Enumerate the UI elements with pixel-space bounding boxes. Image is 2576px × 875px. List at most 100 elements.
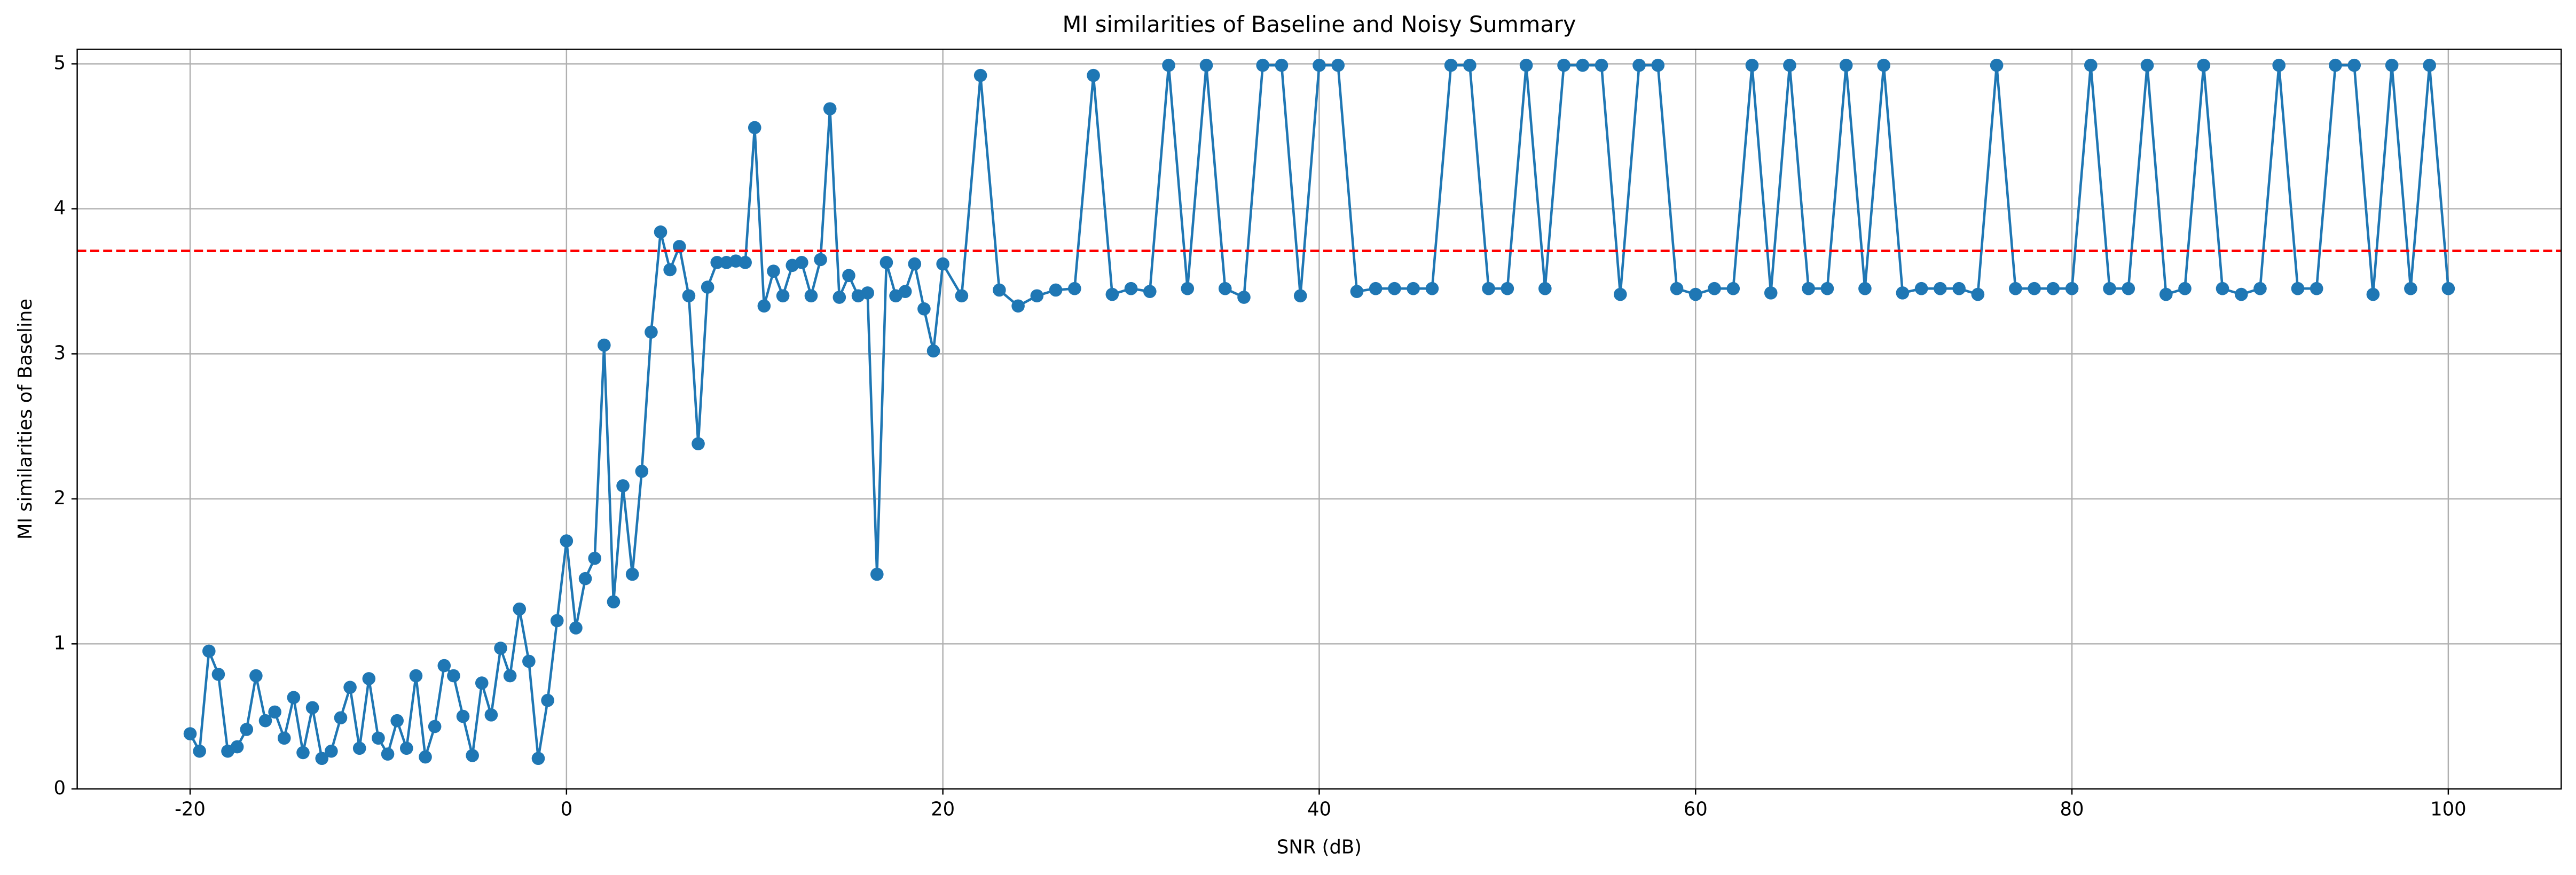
data-point [2065, 282, 2079, 295]
data-point [1256, 58, 1270, 72]
data-point [1745, 58, 1759, 72]
data-point [2347, 58, 2361, 72]
data-point [663, 263, 677, 277]
data-point [1463, 58, 1477, 72]
data-point [748, 121, 761, 135]
data-point [230, 740, 244, 754]
data-point [315, 752, 329, 765]
data-point [870, 567, 884, 581]
data-point [2009, 282, 2022, 295]
data-point [2028, 282, 2041, 295]
data-point [588, 551, 602, 565]
x-tick-label: 0 [561, 799, 573, 821]
data-point [993, 283, 1006, 297]
data-point [372, 731, 385, 745]
data-point [193, 744, 206, 758]
data-point [240, 723, 254, 736]
data-point [1162, 58, 1175, 72]
data-point [202, 644, 216, 658]
data-point [522, 654, 536, 668]
data-point [776, 289, 790, 303]
data-point [494, 642, 507, 655]
data-point [484, 708, 498, 722]
data-point [767, 264, 780, 278]
x-tick-label: 100 [2430, 799, 2467, 821]
data-point [334, 711, 348, 725]
data-point [2159, 287, 2173, 301]
data-point [861, 286, 874, 300]
data-point [1350, 285, 1364, 298]
x-tick-label: 40 [1307, 799, 1331, 821]
data-point [833, 291, 846, 304]
data-point [1820, 282, 1834, 295]
data-point [1688, 287, 1702, 301]
x-tick-label: 80 [2060, 799, 2084, 821]
data-point [616, 479, 630, 493]
data-point [2329, 58, 2342, 72]
data-point [541, 693, 554, 707]
data-point [2140, 58, 2154, 72]
data-point [598, 338, 611, 352]
data-point [381, 747, 395, 761]
data-point [1143, 285, 1157, 298]
x-tick-label: 20 [931, 799, 955, 821]
data-point [654, 225, 667, 239]
data-point [1613, 287, 1627, 301]
data-point [531, 752, 545, 765]
data-point [1783, 58, 1796, 72]
y-tick-label: 4 [54, 197, 66, 219]
data-point [296, 746, 310, 760]
data-point [1708, 282, 1721, 295]
x-tick-label: 60 [1684, 799, 1708, 821]
data-point [1407, 282, 1420, 295]
data-point [475, 676, 489, 690]
chart-title: MI similarities of Baseline and Noisy Su… [1063, 11, 1576, 37]
data-point [277, 731, 291, 745]
data-point [578, 572, 592, 585]
data-point [1087, 68, 1100, 82]
data-point [2404, 282, 2417, 295]
data-point [1199, 58, 1213, 72]
data-point [682, 289, 696, 303]
data-point [428, 720, 442, 733]
data-point [1764, 286, 1778, 300]
data-point [1632, 58, 1646, 72]
data-point [249, 669, 263, 683]
data-point [560, 534, 574, 548]
data-point [804, 289, 818, 303]
data-point [419, 750, 432, 764]
x-axis-label: SNR (dB) [1277, 837, 1362, 858]
data-point [757, 299, 771, 313]
data-point [2122, 282, 2135, 295]
data-point [926, 344, 940, 358]
data-point [739, 256, 752, 269]
data-point [1218, 282, 1232, 295]
data-point [447, 669, 460, 683]
data-point [1181, 282, 1195, 295]
data-point [305, 701, 319, 715]
data-point [1482, 282, 1495, 295]
data-point [1501, 282, 1514, 295]
data-point [409, 669, 423, 683]
data-point [635, 464, 649, 478]
data-point [701, 280, 714, 294]
data-point [2366, 287, 2380, 301]
data-point [1519, 58, 1533, 72]
data-point [325, 744, 338, 758]
data-point [2441, 282, 2455, 295]
data-point [2385, 58, 2399, 72]
data-point [1030, 289, 1044, 303]
y-tick-label: 2 [54, 487, 66, 509]
data-point [1896, 286, 1910, 300]
data-point [466, 749, 479, 762]
data-point [2103, 282, 2116, 295]
data-point [645, 325, 658, 339]
data-point [955, 289, 969, 303]
data-point [710, 256, 724, 269]
data-point [1011, 299, 1025, 313]
data-point [908, 257, 922, 271]
data-point [1049, 283, 1063, 297]
data-point [550, 614, 564, 628]
